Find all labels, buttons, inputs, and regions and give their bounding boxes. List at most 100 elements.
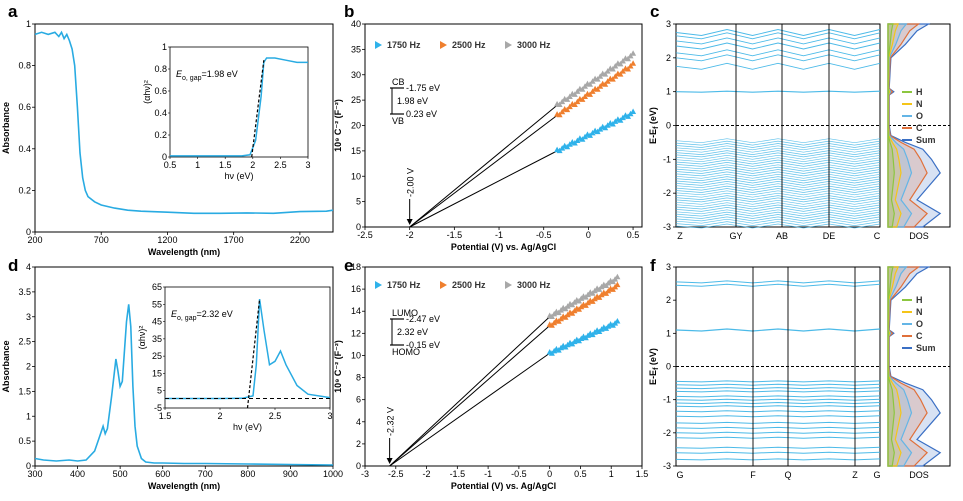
b-data-point	[617, 71, 624, 77]
f-dos-curve-h	[887, 266, 895, 467]
d-inset-xtick-label: 2	[217, 411, 222, 421]
b-data-point	[571, 91, 578, 97]
d-xtick-label: 500	[113, 469, 128, 479]
c-ytick-label: 0	[666, 121, 671, 131]
a-ylabel: Absorbance	[1, 102, 11, 154]
chart-d-absorbance: 300 400 500 600 700 800 900 1000 0 0.5 1 1.5 2 2.5 3 3.…	[1, 262, 343, 491]
f-legend-label: O	[916, 319, 923, 329]
e-level-gap-value: 2.32 eV	[397, 327, 428, 337]
b-data-point	[602, 81, 609, 87]
d-inset-xtick-label: 1.5	[159, 411, 172, 421]
a-inset-tangent-line	[251, 60, 265, 158]
b-level-bottom-value: 0.23 eV	[406, 109, 437, 119]
d-inset-xtick-label: 3	[327, 411, 332, 421]
e-xtick-label: 0.5	[574, 469, 587, 479]
e-xtick-label: -1	[484, 469, 492, 479]
d-xtick-label: 900	[283, 469, 298, 479]
e-ytick-label: 2	[356, 439, 361, 449]
c-band-line	[675, 138, 881, 144]
c-kpoint-label: GY	[729, 231, 742, 241]
e-data-point	[614, 281, 621, 288]
e-xtick-label: -2	[423, 469, 431, 479]
b-xtick-label: -0.5	[536, 230, 552, 240]
f-ytick-label: 3	[666, 262, 671, 272]
c-band-line	[675, 143, 881, 148]
b-legend-marker	[505, 41, 512, 49]
f-dos-label: DOS	[909, 470, 929, 480]
f-band-line	[675, 383, 881, 386]
e-ytick-label: 6	[356, 395, 361, 405]
c-band-line	[675, 37, 881, 45]
c-band-line	[675, 197, 881, 203]
c-legend-label: Sum	[916, 135, 936, 145]
c-band-line	[675, 29, 881, 36]
b-ytick-label: 15	[351, 146, 361, 156]
f-ytick-label: -1	[663, 395, 671, 405]
b-intercept-label: -2.00 V	[406, 168, 416, 197]
chart-e-mott-schottky: -3 -2.5 -2 -1.5 -1 -0.5 0 0.5 1 1.5 0 2 4 6 8 10 12 14 16 1…	[333, 262, 648, 491]
c-band-line	[675, 54, 881, 62]
d-absorbance-line	[34, 304, 334, 466]
e-legend-marker	[440, 281, 447, 289]
f-ylabel: E-Ef (eV)	[648, 348, 660, 385]
c-band-line	[675, 90, 881, 93]
c-band-line	[675, 32, 881, 40]
c-band-line	[675, 199, 881, 205]
c-band-line	[675, 218, 881, 224]
d-ytick-label: 3	[26, 312, 31, 322]
e-xtick-label: -1.5	[450, 469, 466, 479]
e-plot-frame	[364, 266, 643, 467]
d-ytick-label: 4	[26, 262, 31, 272]
c-band-line	[675, 202, 881, 208]
d-inset-ytick-label: 55	[152, 299, 162, 309]
d-inset-tangent-line	[246, 299, 261, 409]
f-kpoint-label: G	[873, 470, 880, 480]
c-band-line	[675, 185, 881, 191]
c-legend-label: H	[916, 87, 923, 97]
f-band-line	[675, 380, 881, 383]
d-inset-ytick-label: 25	[152, 351, 162, 361]
f-band-line	[675, 446, 881, 449]
f-kpoint-label: Z	[852, 470, 858, 480]
f-band-line	[675, 410, 881, 413]
e-legend-label: 1750 Hz	[387, 280, 421, 290]
c-band-line	[675, 157, 881, 163]
d-inset-frame	[164, 286, 331, 409]
d-inset-ytick-label: -5	[154, 403, 162, 413]
b-level-top-name: CB	[392, 77, 405, 87]
a-inset-xtick-label: 3	[305, 160, 310, 170]
c-ytick-label: 2	[666, 53, 671, 63]
d-inset-ytick-label: 5	[157, 386, 162, 396]
f-band-line	[675, 415, 881, 418]
e-ytick-label: 16	[351, 284, 361, 294]
a-ytick-label: 1	[26, 19, 31, 29]
c-kpoint-label: AB	[776, 231, 788, 241]
a-inset-ytick-label: 0.4	[154, 108, 167, 118]
f-band-line	[675, 328, 881, 332]
b-data-point	[564, 96, 571, 102]
c-band-line	[675, 209, 881, 215]
a-ytick-label: 0	[26, 227, 31, 237]
b-data-point	[609, 66, 616, 72]
b-level-gap-value: 1.98 eV	[397, 96, 428, 106]
d-xtick-label: 600	[155, 469, 170, 479]
f-ytick-label: 0	[666, 362, 671, 372]
c-band-line	[675, 154, 881, 160]
b-fit-line	[409, 114, 558, 228]
b-legend-marker	[440, 41, 447, 49]
b-data-point	[630, 50, 637, 56]
f-band-line	[675, 421, 881, 424]
e-level-top-name: LUMO	[392, 308, 418, 318]
c-band-line	[675, 173, 881, 179]
a-xtick-label: 1200	[157, 235, 177, 245]
b-data-point	[625, 66, 631, 72]
e-legend-label: 2500 Hz	[452, 280, 486, 290]
b-data-point	[587, 81, 593, 87]
b-data-point	[556, 101, 563, 107]
f-ytick-label: 2	[666, 295, 671, 305]
d-ytick-label: 3.5	[18, 287, 31, 297]
f-band-line	[675, 451, 881, 454]
b-data-point	[617, 60, 624, 67]
c-ytick-label: -1	[663, 154, 671, 164]
